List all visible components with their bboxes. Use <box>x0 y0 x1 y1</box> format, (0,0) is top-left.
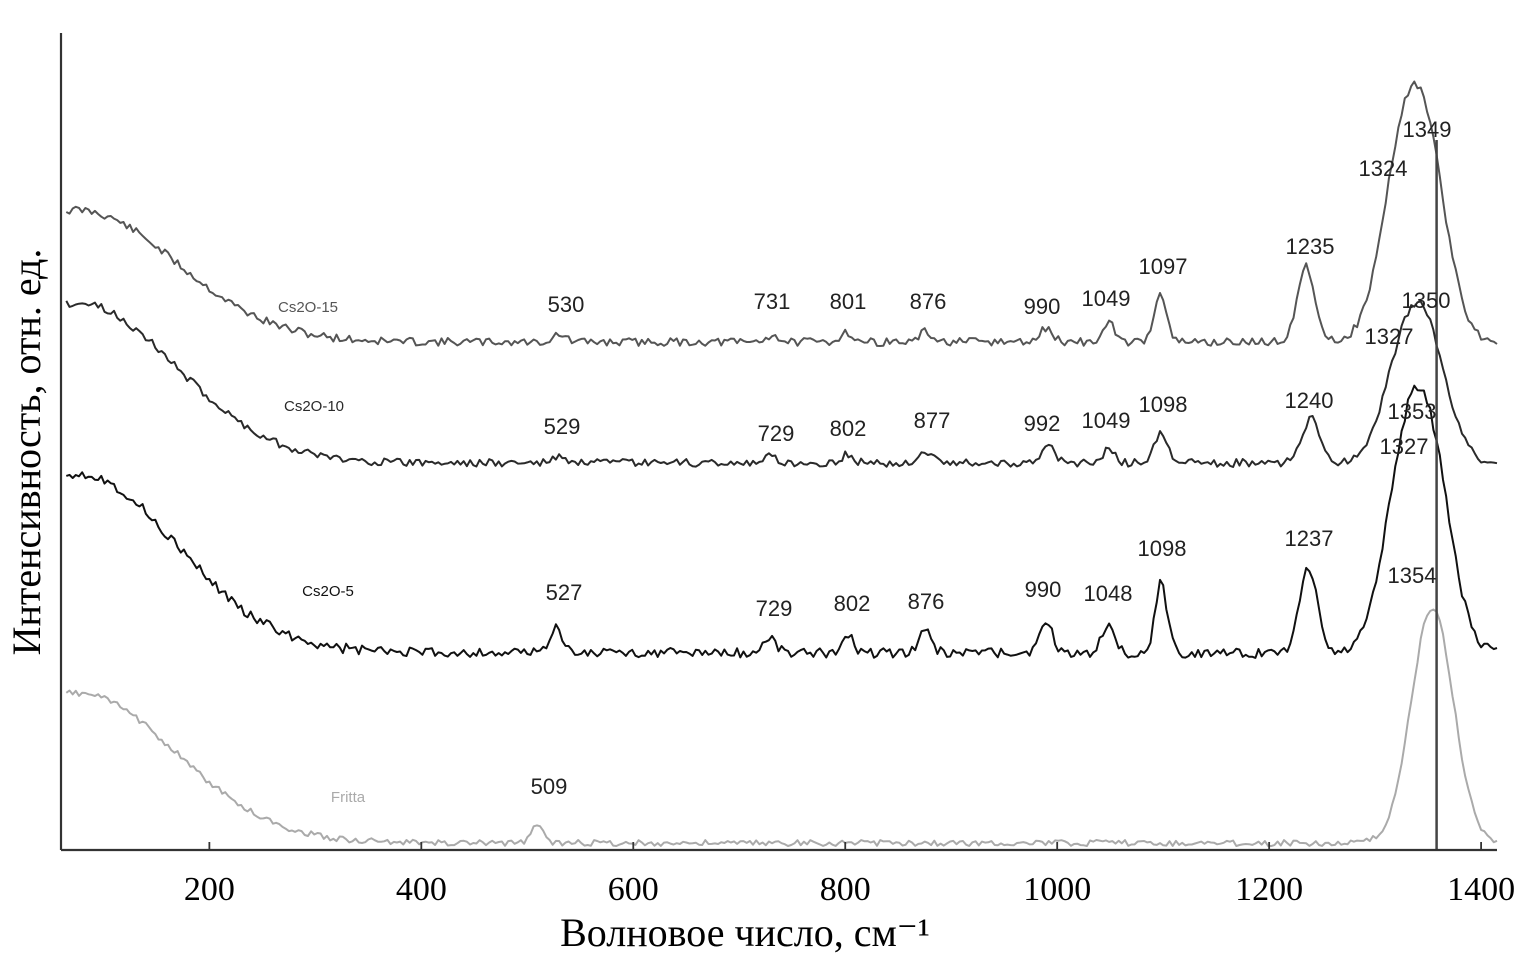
peak-label: 876 <box>908 589 945 614</box>
spectrum-line-cs2o-15 <box>65 80 1498 347</box>
peak-label: 1097 <box>1139 254 1188 279</box>
peak-label: 990 <box>1024 294 1061 319</box>
peak-label: 1324 <box>1359 156 1408 181</box>
x-tick-label: 400 <box>396 871 447 908</box>
peak-label: 1098 <box>1139 392 1188 417</box>
x-tick-label: 600 <box>608 871 659 908</box>
peak-label: 1049 <box>1082 408 1131 433</box>
peak-label: 729 <box>756 596 793 621</box>
x-tick-label: 800 <box>820 871 871 908</box>
spectrum-line-fritta <box>65 608 1498 847</box>
peak-label: 1098 <box>1138 536 1187 561</box>
peak-label: 1240 <box>1285 388 1334 413</box>
y-axis-title: Интенсивность, отн. ед. <box>4 249 49 656</box>
peak-label: 1353 <box>1388 399 1437 424</box>
peak-label: 529 <box>544 414 581 439</box>
spectrum-line-cs2o-5 <box>66 384 1498 659</box>
series-name-label: Cs2O-15 <box>278 299 338 316</box>
peak-label: 802 <box>830 416 867 441</box>
peak-label: 801 <box>830 289 867 314</box>
peak-label: 992 <box>1024 411 1061 436</box>
peak-label: 1048 <box>1084 581 1133 606</box>
series-name-label: Cs2O-10 <box>284 398 344 415</box>
peak-label: 729 <box>758 421 795 446</box>
x-axis-title: Волновое число, см⁻¹ <box>560 910 930 955</box>
peak-label: 877 <box>914 408 951 433</box>
peak-label: 1349 <box>1403 117 1452 142</box>
peak-label: 1327 <box>1365 324 1414 349</box>
series-name-label: Cs2O-5 <box>302 583 354 600</box>
peak-label: 731 <box>754 289 791 314</box>
peak-label: 1354 <box>1388 563 1437 588</box>
peak-label: 1049 <box>1082 286 1131 311</box>
peak-label: 1350 <box>1402 288 1451 313</box>
peak-labels-layer: Cs2O-15 530 731 801 876 990 1049 1097 1235 1324 13… <box>278 117 1451 806</box>
series-name-label: Fritta <box>331 789 366 806</box>
peak-label: 876 <box>910 289 947 314</box>
x-tick-label: 200 <box>184 871 235 908</box>
peak-label: 990 <box>1025 577 1062 602</box>
x-ticks: 200 400 600 800 1000 1200 1400 <box>184 842 1515 908</box>
x-tick-label: 1200 <box>1235 871 1303 908</box>
spectrum-line-cs2o-10 <box>65 300 1498 468</box>
peak-label: 1327 <box>1380 434 1429 459</box>
peak-label: 509 <box>531 774 568 799</box>
peak-label: 1237 <box>1285 526 1334 551</box>
peak-label: 527 <box>546 580 583 605</box>
x-tick-label: 1000 <box>1023 871 1091 908</box>
peak-label: 802 <box>834 591 871 616</box>
peak-label: 530 <box>548 292 585 317</box>
x-tick-label: 1400 <box>1447 871 1515 908</box>
series-layer <box>65 80 1498 850</box>
peak-label: 1235 <box>1286 234 1335 259</box>
